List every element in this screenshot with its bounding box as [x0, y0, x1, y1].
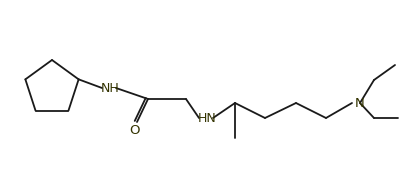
- Text: N: N: [355, 96, 365, 109]
- Text: O: O: [130, 125, 140, 138]
- Text: NH: NH: [101, 82, 119, 94]
- Text: HN: HN: [198, 111, 217, 125]
